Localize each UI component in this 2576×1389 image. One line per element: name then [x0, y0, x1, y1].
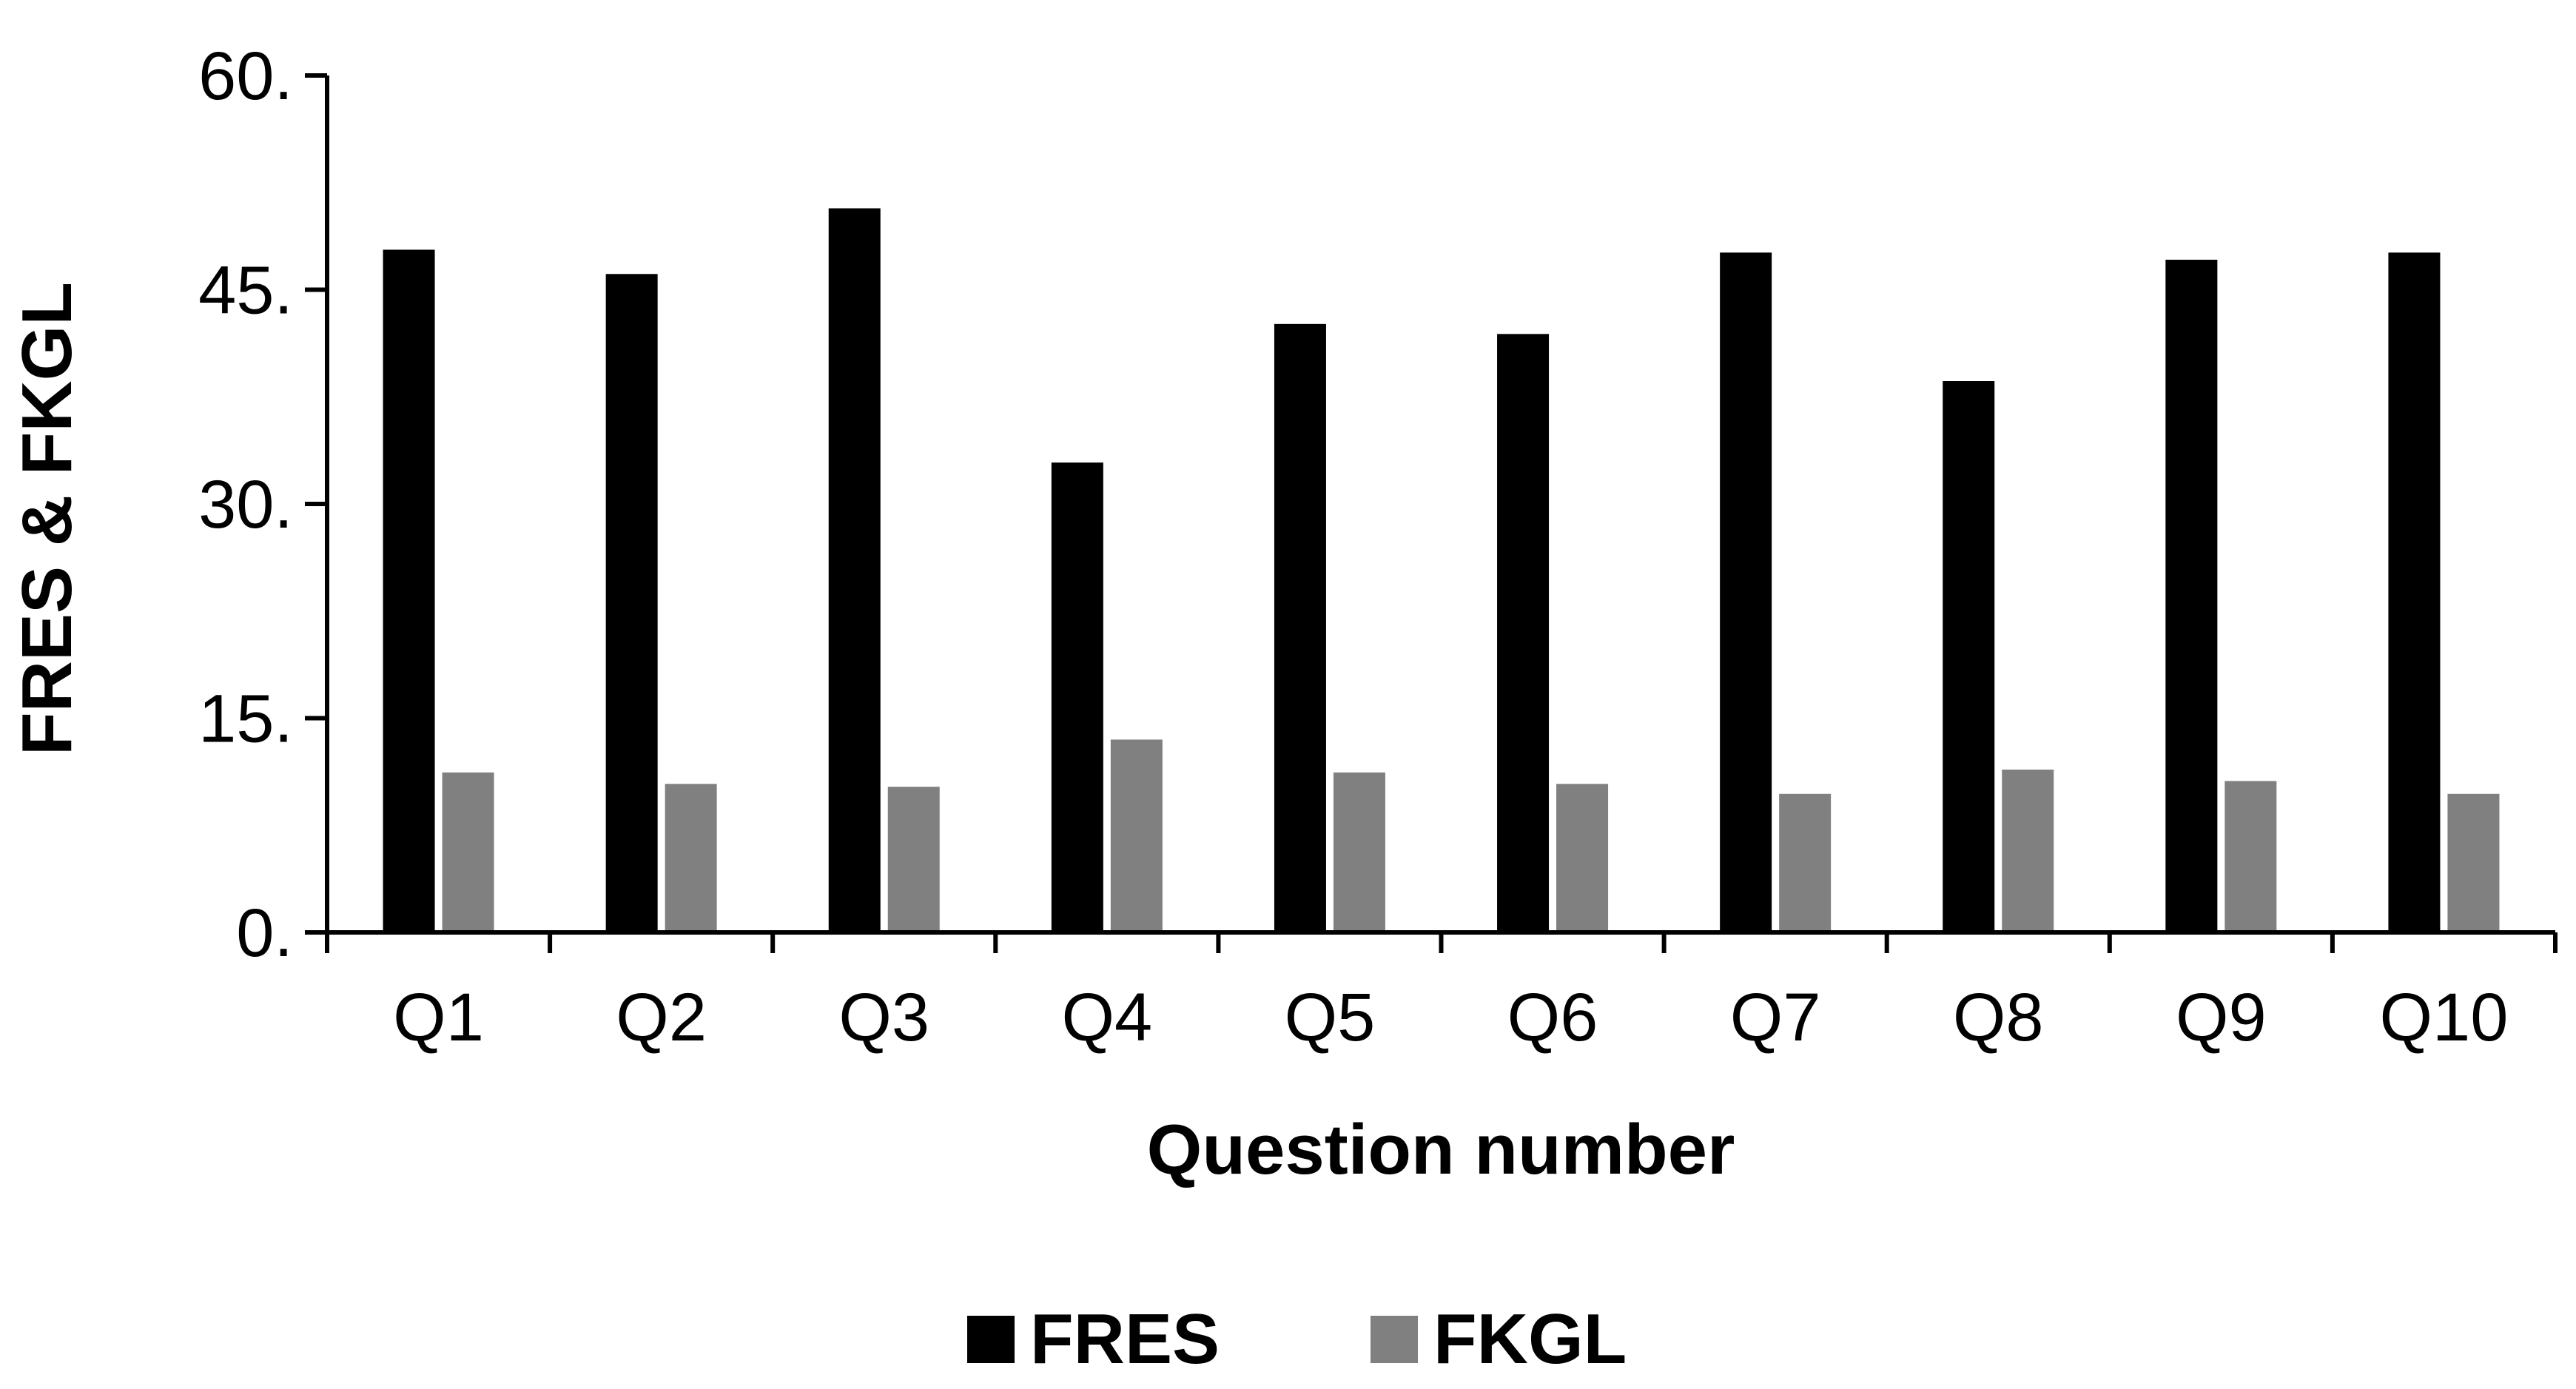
bar-fkgl-q9 [2224, 781, 2277, 932]
y-ticks: 0. 15. 30. 45. 60. [198, 38, 327, 971]
bar-fres-q2 [605, 274, 658, 932]
x-tick-label: Q1 [393, 980, 484, 1055]
bars-layer [383, 208, 2500, 933]
x-tick-label: Q8 [1953, 980, 2044, 1055]
bar-fres-q8 [1943, 381, 1995, 932]
bar-fkgl-q1 [442, 772, 494, 932]
x-axis-title: Question number [1147, 1110, 1735, 1189]
bar-fres-q4 [1051, 463, 1103, 932]
bar-fres-q5 [1274, 323, 1326, 932]
legend-label-fkgl: FKGL [1433, 1299, 1627, 1379]
x-tick-label: Q9 [2176, 980, 2267, 1055]
bar-fkgl-q5 [1333, 772, 1385, 932]
bar-fres-q7 [1720, 252, 1772, 932]
y-tick-label: 0. [236, 895, 293, 971]
x-tick-label: Q2 [616, 980, 707, 1055]
x-tick-label: Q4 [1061, 980, 1152, 1055]
x-tick-label: Q7 [1730, 980, 1821, 1055]
y-axis-title: FRES & FKGL [7, 282, 87, 756]
bar-fres-q1 [383, 249, 435, 933]
y-tick-label: 15. [198, 682, 293, 757]
bar-fkgl-q4 [1110, 739, 1163, 932]
bar-fkgl-q6 [1556, 784, 1609, 932]
y-tick-label: 45. [198, 253, 293, 329]
x-tick-label: Q3 [838, 980, 929, 1055]
bar-fkgl-q3 [887, 787, 940, 932]
legend-swatch-fres [967, 1316, 1015, 1363]
bar-fkgl-q8 [2002, 769, 2054, 932]
legend-swatch-fkgl [1371, 1316, 1418, 1363]
bar-fkgl-q7 [1779, 793, 1832, 932]
bar-fres-q9 [2165, 259, 2218, 933]
x-tick-label: Q6 [1507, 980, 1598, 1055]
axes-layer [325, 75, 2555, 935]
bar-fres-q10 [2388, 252, 2441, 932]
legend: FRES FKGL [967, 1299, 1627, 1379]
legend-label-fres: FRES [1030, 1299, 1220, 1379]
x-tick-label: Q5 [1285, 980, 1376, 1055]
bar-fkgl-q2 [665, 784, 717, 932]
x-ticks: Q1 Q2 Q3 Q4 Q5 Q6 Q7 Q8 Q9 Q10 [325, 932, 2557, 1055]
bar-fkgl-q10 [2447, 793, 2500, 932]
y-tick-label: 30. [198, 467, 293, 542]
x-tick-label: Q10 [2379, 980, 2508, 1055]
bar-fres-q3 [828, 208, 881, 932]
bar-fres-q6 [1497, 334, 1550, 933]
y-tick-label: 60. [198, 38, 293, 114]
